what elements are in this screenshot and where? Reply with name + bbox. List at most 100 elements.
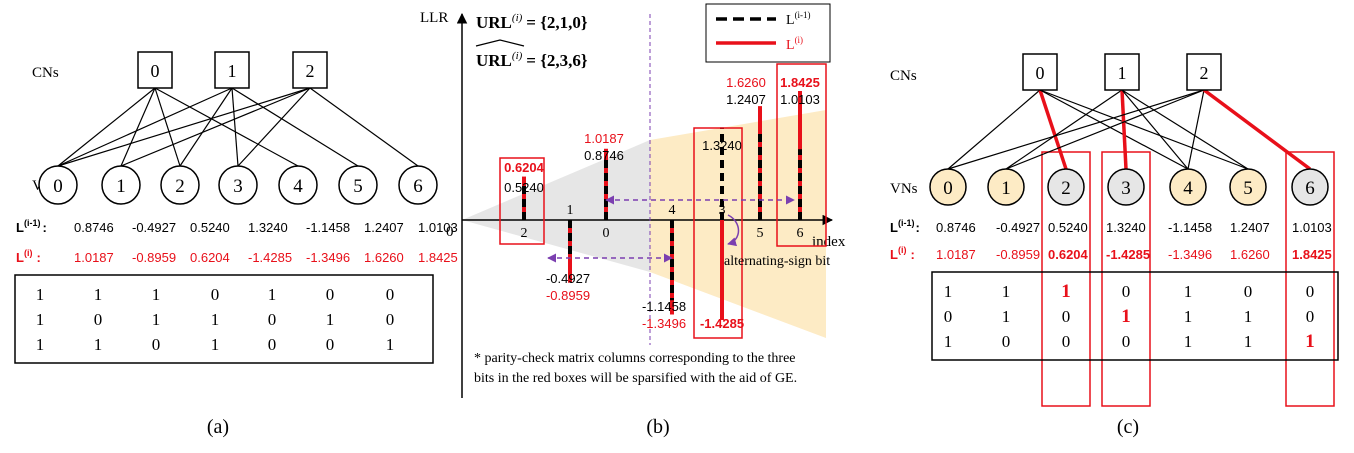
prev-llr-label: -1.1458 (642, 299, 686, 314)
variable-node-label: 1 (116, 176, 126, 197)
tanner-edge (1005, 89, 1123, 170)
tanner-edge (231, 87, 359, 167)
prev-llr-value: -0.4927 (132, 220, 176, 235)
variable-node-label: 5 (1243, 178, 1253, 199)
variable-node (1047, 168, 1085, 206)
matrix-entry: 0 (1002, 332, 1011, 351)
check-node-label: 2 (1200, 63, 1209, 83)
caption-c: (c) (1117, 416, 1139, 438)
caption-b: (b) (646, 416, 669, 438)
variable-node-label: 5 (353, 176, 363, 197)
variable-node (929, 168, 967, 206)
matrix-entry: 1 (944, 282, 953, 301)
tanner-edge (237, 87, 311, 167)
tanner-edge (120, 87, 311, 167)
variable-node-label: 4 (1183, 178, 1193, 199)
x-axis-label: index (812, 234, 846, 250)
variable-node-label: 3 (233, 176, 243, 197)
matrix-entry: 0 (1306, 282, 1315, 301)
tanner-edge (947, 89, 1205, 170)
matrix-entry: 0 (268, 310, 277, 329)
cur-llr-value: -1.4285 (248, 250, 292, 265)
tanner-edge (154, 87, 299, 167)
variable-node (398, 165, 438, 205)
variable-node-label: 6 (1305, 178, 1315, 199)
cur-llr-value: -1.3496 (1168, 247, 1212, 262)
matrix-entry: 1 (1002, 282, 1011, 301)
cur-llr-label: -1.3496 (642, 316, 686, 331)
y-axis-label: LLR (420, 10, 448, 26)
footnote-line2: bits in the red boxes will be sparsified… (474, 371, 797, 386)
variable-node-label: 1 (1001, 178, 1011, 199)
prev-llr-label-c: L(i-1): (890, 218, 920, 235)
matrix-entry: 1 (94, 285, 103, 304)
legend: L(i-1) L(i) (705, 3, 831, 63)
matrix-entry: 1 (152, 310, 161, 329)
matrix-entry: 0 (152, 335, 161, 354)
tanner-edge (1005, 89, 1205, 170)
variable-node-label: 2 (1061, 178, 1071, 199)
cur-llr-values-c: 1.0187 -0.8959 0.6204 -1.4285 -1.3496 1.6260 1… (936, 247, 1332, 262)
matrix-entry: 1 (1061, 281, 1071, 302)
index-tick: 0 (603, 226, 610, 241)
parity-check-matrix-box-c (931, 271, 1339, 361)
legend-prev-label: L(i-1) (786, 10, 811, 28)
prev-llr-label: 1.0103 (780, 92, 820, 107)
tanner-edges (57, 87, 419, 167)
prev-llr-value: 1.2407 (364, 220, 404, 235)
legend-cur-label: L(i) (786, 35, 803, 53)
prev-llr-label: 0.5240 (504, 180, 544, 195)
matrix-entry: 1 (211, 310, 220, 329)
index-tick: 5 (757, 226, 764, 241)
matrix-entry: 0 (386, 310, 395, 329)
matrix-entry: 1 (36, 335, 45, 354)
variable-node (160, 165, 200, 205)
cur-llr-value: 1.8425 (418, 250, 458, 265)
prev-llr-value: 1.0103 (1292, 220, 1332, 235)
tanner-edge (120, 87, 156, 167)
index-tick: 4 (669, 203, 676, 218)
red-box-bit-2 (499, 157, 545, 245)
check-nodes: 0 1 2 (137, 51, 328, 89)
prev-llr-label: 0.8746 (584, 148, 624, 163)
variable-node (101, 165, 141, 205)
red-box-bit-3 (693, 127, 743, 339)
check-node (214, 51, 250, 89)
prev-llr-label: 1.3240 (702, 138, 742, 153)
prev-llr-value: 0.5240 (1048, 220, 1088, 235)
matrix-entry: 0 (211, 285, 220, 304)
prev-llr-value: 1.0103 (418, 220, 458, 235)
origin-label: 0 (446, 224, 454, 240)
check-nodes-c: 0 1 2 (1022, 53, 1222, 91)
tanner-edge-red (1202, 88, 1312, 171)
prev-llr-values: 0.8746 -0.4927 0.5240 1.3240 -1.1458 1.2407 1.… (74, 220, 458, 235)
tanner-edge (1121, 89, 1189, 170)
matrix-entry: 1 (211, 335, 220, 354)
check-node (137, 51, 173, 89)
gray-wedge (462, 140, 650, 272)
matrix-entry: 1 (152, 285, 161, 304)
matrix-entry: 0 (386, 285, 395, 304)
tanner-edge (947, 89, 1041, 170)
index-tick: 2 (521, 226, 528, 241)
prev-llr-value: 0.8746 (74, 220, 114, 235)
matrix-entry: 1 (36, 310, 45, 329)
variable-node (38, 165, 78, 205)
tanner-edge-red (1120, 89, 1128, 170)
tanner-edge (57, 87, 233, 167)
check-node-label: 1 (1118, 63, 1127, 83)
index-tick: 6 (797, 226, 804, 241)
variable-node (1229, 168, 1267, 206)
matrix-entry: 0 (1122, 282, 1131, 301)
cur-llr-value: -0.8959 (132, 250, 176, 265)
variable-node (218, 165, 258, 205)
check-node-label: 0 (1036, 63, 1045, 83)
cur-llr-value: 1.0187 (74, 250, 114, 265)
cns-label: CNs (32, 65, 59, 81)
check-node-label: 0 (151, 61, 160, 81)
variable-node-label: 0 (53, 176, 63, 197)
variable-node (1107, 168, 1145, 206)
variable-node-label: 6 (413, 176, 423, 197)
vns-label-c: VNs (890, 181, 918, 197)
